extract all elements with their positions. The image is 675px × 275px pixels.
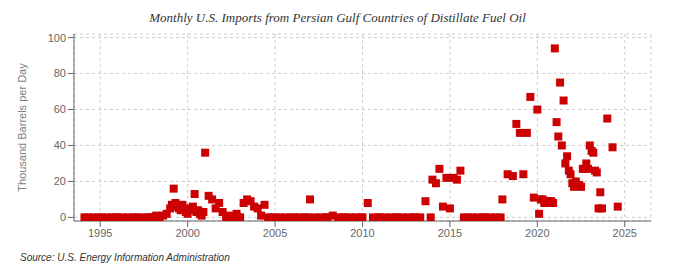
svg-text:2015: 2015: [438, 227, 462, 239]
svg-text:40: 40: [54, 139, 66, 151]
svg-text:1995: 1995: [88, 227, 112, 239]
svg-text:2005: 2005: [263, 227, 287, 239]
svg-text:Thousand Barrels per Day: Thousand Barrels per Day: [16, 63, 28, 192]
html-text:Monthly U.S. Imports from Pers: Monthly U.S. Imports from Persian Gulf C…: [149, 10, 526, 25]
svg-text:100: 100: [48, 32, 66, 44]
svg-text:2025: 2025: [613, 227, 637, 239]
svg-text:80: 80: [54, 67, 66, 79]
html-text:Source: U.S. Energy Informatio: Source: U.S. Energy Information Administ…: [20, 252, 230, 263]
svg-text:2020: 2020: [525, 227, 549, 239]
svg-text:0: 0: [60, 211, 66, 223]
svg-text:2010: 2010: [350, 227, 374, 239]
svg-text:2000: 2000: [175, 227, 199, 239]
svg-text:20: 20: [54, 175, 66, 187]
svg-text:60: 60: [54, 103, 66, 115]
